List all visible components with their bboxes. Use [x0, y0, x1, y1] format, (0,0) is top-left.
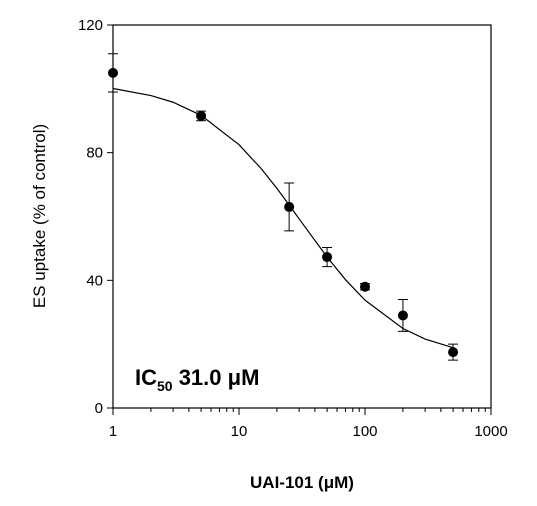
annotation: IC50 31.0 μM: [135, 365, 259, 394]
y-tick-label: 120: [78, 17, 103, 34]
data-point: [108, 67, 118, 78]
annotation-rest: 31.0 μM: [173, 365, 260, 390]
x-tick-label: 1000: [474, 423, 507, 440]
y-tick-label: 40: [86, 272, 103, 289]
annotation-sub: 50: [157, 378, 173, 394]
x-tick-label: 1: [109, 423, 117, 440]
data-point: [322, 252, 333, 263]
annotation-main: IC: [135, 365, 157, 390]
y-tick-label: 80: [86, 145, 103, 162]
data-point: [284, 201, 295, 212]
data-point: [397, 310, 408, 321]
data-point: [360, 281, 370, 292]
fit-curve: [112, 87, 454, 349]
data-point: [448, 347, 459, 358]
y-tick-label: 0: [95, 400, 103, 417]
y-axis-label: ES uptake (% of control): [30, 124, 49, 308]
plot-frame: [112, 24, 492, 409]
data-point: [196, 110, 207, 121]
x-tick-label: 10: [231, 423, 248, 440]
x-tick-label: 100: [352, 423, 377, 440]
x-axis-label: UAI-101 (μM): [250, 473, 354, 492]
